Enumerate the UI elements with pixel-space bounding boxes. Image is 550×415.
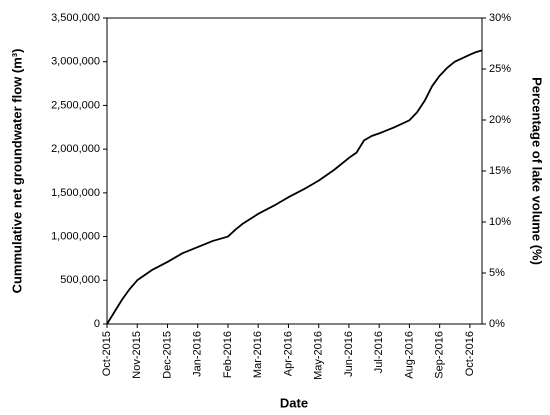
x-tick-label: Feb-2016 [222,331,234,378]
x-tick-label: Jan-2016 [192,331,204,377]
y-tick-label: 2,000,000 [51,143,100,155]
x-tick-label: Oct-2016 [464,331,476,376]
x-tick-label: Aug-2016 [403,331,415,379]
x-tick-label: Sep-2016 [434,331,446,379]
y-tick-label: 2,500,000 [51,99,100,111]
y2-tick-label: 20% [489,114,511,126]
y-tick-label: 1,000,000 [51,230,100,242]
y2-tick-label: 25% [489,63,511,75]
y-tick-label: 3,500,000 [51,12,100,24]
x-tick-label: Jul-2016 [373,331,385,373]
y2-tick-label: 10% [489,216,511,228]
x-tick-label: Dec-2015 [161,331,173,379]
y2-tick-label: 30% [489,12,511,24]
y-tick-label: 500,000 [60,274,100,286]
y2-axis-title: Percentage of lake volume (%) [530,77,545,265]
y-tick-label: 3,000,000 [51,56,100,68]
x-tick-label: Jun-2016 [343,331,355,377]
plot-frame [106,17,483,325]
x-tick-label: Apr-2016 [282,331,294,376]
x-tick-label: Mar-2016 [252,331,264,378]
data-line [106,49,483,325]
x-tick-label: May-2016 [313,331,325,380]
x-tick-label: Nov-2015 [131,331,143,379]
y-tick-label: 0 [94,318,100,330]
y2-tick-label: 15% [489,165,511,177]
x-tick-label: Oct-2015 [101,331,113,376]
y-tick-label: 1,500,000 [51,187,100,199]
y2-tick-label: 5% [489,267,505,279]
x-axis-title: Date [280,395,308,410]
y2-tick-label: 0% [489,318,505,330]
y-axis-title: Cummulative net groundwater flow (m³) [9,49,24,294]
